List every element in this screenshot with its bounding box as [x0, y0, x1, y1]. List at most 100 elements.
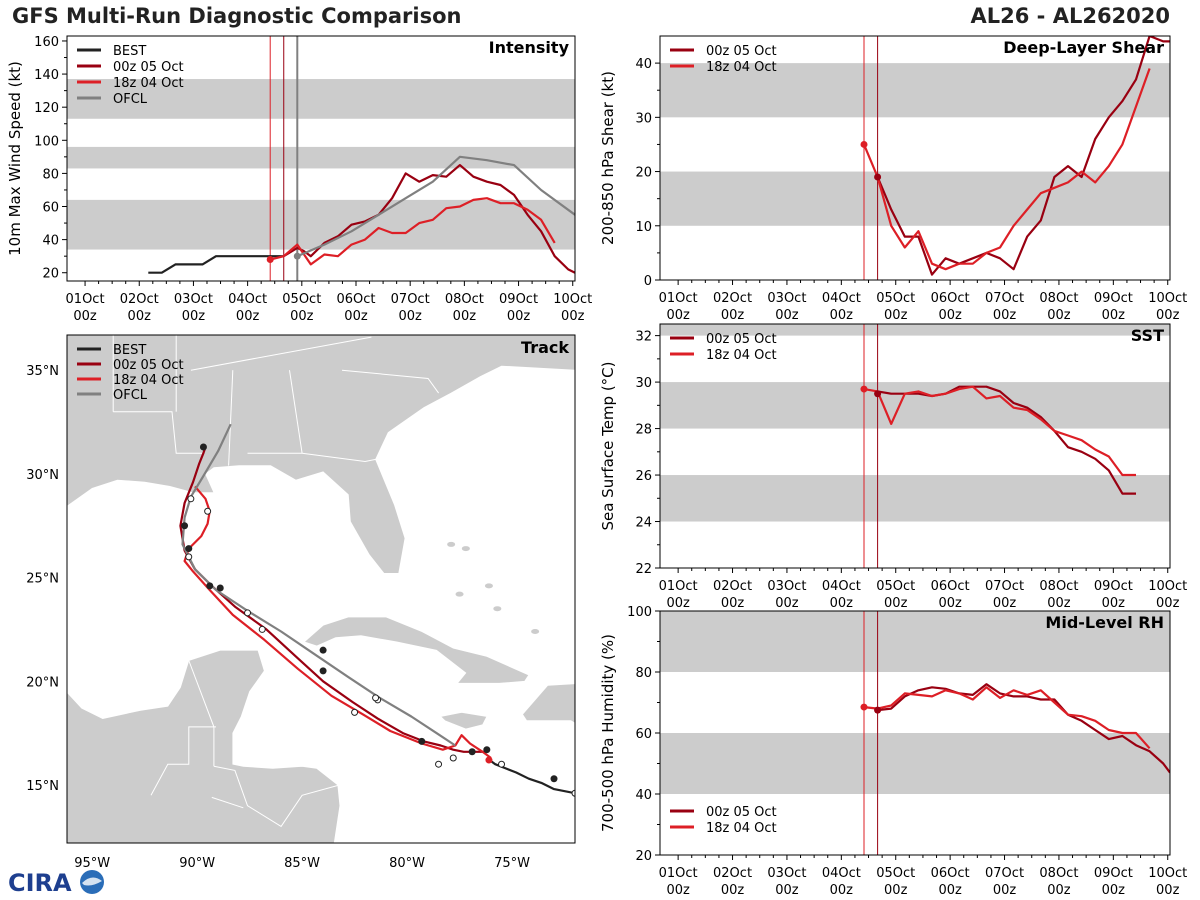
- y-axis-label: Sea Surface Temp (°C): [599, 361, 617, 530]
- plot-frame: [659, 35, 1171, 281]
- x-tick-label-hour: 00z: [507, 309, 531, 324]
- x-tick-label-day: 01Oct: [659, 866, 698, 881]
- x-tick-label-day: 05Oct: [876, 291, 915, 306]
- x-tick-label-hour: 00z: [775, 883, 799, 898]
- x-tick-label-day: 04Oct: [228, 292, 267, 307]
- x-tick-label-hour: 00z: [1156, 883, 1180, 898]
- x-tick-label-day: 08Oct: [1039, 579, 1078, 594]
- legend-label-best: BEST: [113, 343, 146, 358]
- x-tick-label-day: 01Oct: [66, 292, 105, 307]
- x-tick-label-hour: 00z: [1156, 596, 1180, 611]
- plot-frame: [659, 323, 1171, 569]
- init-point-run_18z: [860, 385, 868, 393]
- x-tick-label-hour: 00z: [1102, 596, 1126, 611]
- init-point-run_18z: [860, 703, 868, 711]
- lon-tick-label: 80°W: [389, 856, 425, 871]
- border-honduras: [213, 765, 341, 828]
- x-tick-label-day: 02Oct: [120, 292, 159, 307]
- y-tick-label: 60: [635, 727, 652, 742]
- x-tick-label-day: 07Oct: [985, 291, 1024, 306]
- series-group: [148, 155, 575, 274]
- series-line-run_18z: [863, 385, 1136, 477]
- land-north-america: [67, 335, 575, 574]
- land-hispaniola: [521, 683, 575, 724]
- track-marker-run_00z: [319, 667, 327, 675]
- lat-tick-label: 25°N: [26, 572, 59, 587]
- page-title: GFS Multi-Run Diagnostic Comparison: [12, 4, 462, 28]
- y-tick-label: 40: [635, 788, 652, 803]
- x-tick-label-hour: 00z: [1102, 883, 1126, 898]
- track-marker-run_00z: [185, 545, 193, 553]
- land-bahamas-island-4: [461, 546, 470, 552]
- map-frame: [66, 334, 576, 844]
- panel-title: Track: [521, 338, 569, 357]
- shaded-band-0: [660, 171, 1170, 226]
- x-tick-label-hour: 00z: [775, 308, 799, 323]
- track-marker-ofcl: [449, 754, 457, 762]
- y-tick-label: 20: [635, 166, 652, 181]
- lon-tick-label: 75°W: [494, 856, 530, 871]
- border-el-salvador: [211, 796, 244, 809]
- legend-label-ofcl: OFCL: [113, 388, 148, 403]
- x-tick-label-day: 10Oct: [1148, 866, 1187, 881]
- x-tick-label-day: 09Oct: [1094, 866, 1133, 881]
- series-line-run_18z: [863, 686, 1151, 750]
- chart-sst: 22 24 26 28 30 32 01Oct 00z 02Oct 00z 03Oct 00z 04Oc…: [599, 323, 1187, 611]
- track-marker-ofcl: [258, 625, 266, 633]
- x-tick-label-day: 09Oct: [499, 292, 538, 307]
- border-al-ga: [289, 370, 303, 454]
- legend-label-run_00z: 00z 05 Oct: [113, 60, 184, 75]
- x-tick-label-hour: 00z: [666, 596, 690, 611]
- legend-label-run_00z: 00z 05 Oct: [706, 44, 777, 59]
- init-point-run_00z: [874, 706, 882, 714]
- track-marker-ofcl: [244, 609, 252, 617]
- series-line-ofcl: [296, 155, 575, 258]
- y-axis-label: 700-500 hPa Humidity (%): [599, 634, 617, 832]
- track-marker-run_18z: [485, 756, 493, 764]
- legend-label-run_00z: 00z 05 Oct: [113, 358, 184, 373]
- x-tick-label-hour: 00z: [993, 596, 1017, 611]
- init-point-run_00z: [874, 173, 882, 181]
- x-tick-label-day: 08Oct: [1039, 866, 1078, 881]
- x-tick-label-hour: 00z: [666, 883, 690, 898]
- lon-tick-label: 85°W: [284, 856, 320, 871]
- y-tick-label: 100: [627, 605, 652, 620]
- legend-label-run_18z: 18z 04 Oct: [113, 76, 184, 91]
- y-tick-label: 10: [635, 220, 652, 235]
- x-tick-label-day: 05Oct: [282, 292, 321, 307]
- track-line-best: [486, 757, 575, 795]
- track-marker-run_00z: [199, 443, 207, 451]
- x-tick-label-day: 03Oct: [767, 866, 806, 881]
- shaded-band-2: [67, 79, 575, 119]
- shaded-band-0: [660, 733, 1170, 794]
- init-point-run_18z: [266, 255, 274, 263]
- x-tick-label-hour: 00z: [993, 883, 1017, 898]
- x-tick-label-day: 03Oct: [767, 291, 806, 306]
- land-bahamas-island-5: [531, 629, 540, 635]
- lon-tick-label: 90°W: [179, 856, 215, 871]
- border-ms-al: [228, 370, 234, 466]
- land-bahamas-island-3: [447, 541, 456, 547]
- track-marker-best: [483, 746, 491, 754]
- series-line-run_18z: [862, 68, 1151, 271]
- x-tick-label-hour: 00z: [182, 309, 206, 324]
- track-marker-run_00z: [418, 737, 426, 745]
- y-tick-label: 60: [42, 201, 59, 216]
- legend-label-run_18z: 18z 04 Oct: [706, 60, 777, 75]
- x-tick-label-hour: 00z: [1047, 308, 1071, 323]
- land-cuba: [303, 616, 530, 684]
- y-tick-label: 30: [635, 111, 652, 126]
- cira-logo-text: CIRA: [8, 869, 72, 897]
- series-line-best: [148, 255, 284, 274]
- panel-title: SST: [1131, 326, 1164, 345]
- x-tick-label-day: 06Oct: [931, 291, 970, 306]
- x-tick-label-hour: 00z: [721, 883, 745, 898]
- x-tick-label-hour: 00z: [128, 309, 152, 324]
- land-puerto-rico: [674, 712, 710, 724]
- x-tick-label-hour: 00z: [561, 309, 585, 324]
- x-tick-label-day: 06Oct: [931, 866, 970, 881]
